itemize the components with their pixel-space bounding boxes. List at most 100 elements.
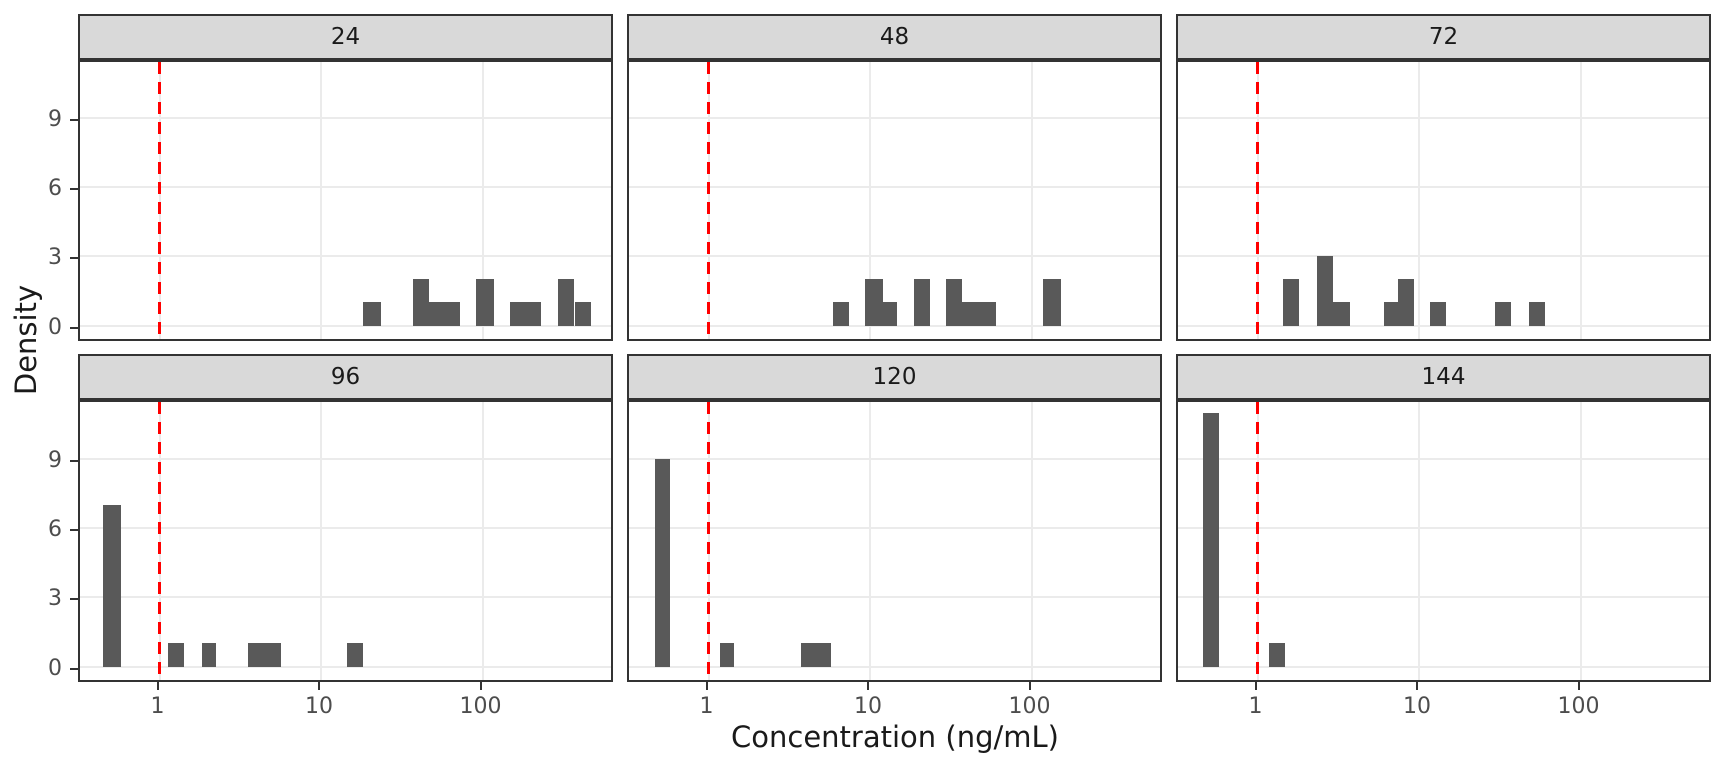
histogram-bar bbox=[913, 279, 930, 326]
histogram-bar bbox=[248, 643, 281, 667]
y-axis-tick-label: 3 bbox=[48, 586, 62, 612]
x-gridline bbox=[1579, 402, 1582, 680]
facet-panel-48 bbox=[627, 60, 1162, 341]
y-gridline bbox=[629, 596, 1160, 599]
x-axis-tick-label: 1 bbox=[699, 694, 714, 719]
histogram-bar bbox=[832, 302, 849, 326]
histogram-bar bbox=[1494, 302, 1512, 326]
y-gridline bbox=[80, 527, 611, 530]
x-gridline bbox=[1418, 62, 1420, 339]
x-gridline bbox=[481, 62, 484, 339]
facet-panel-120 bbox=[627, 400, 1162, 682]
histogram-bar bbox=[476, 279, 494, 326]
reference-line-x1 bbox=[1256, 402, 1259, 680]
y-axis-tick bbox=[70, 119, 78, 122]
facet-strip-120: 120 bbox=[627, 354, 1162, 400]
histogram-bar bbox=[1202, 412, 1219, 667]
y-axis-tick-label: 6 bbox=[48, 176, 62, 202]
histogram-bar bbox=[510, 302, 541, 326]
facet-strip-label: 96 bbox=[330, 364, 361, 390]
facet-strip-label: 24 bbox=[330, 24, 361, 50]
facet-strip-label: 144 bbox=[1421, 364, 1466, 390]
x-gridline bbox=[320, 62, 322, 339]
y-gridline bbox=[80, 596, 611, 599]
x-gridline bbox=[1030, 402, 1033, 680]
x-axis-tick-label: 100 bbox=[1557, 694, 1600, 719]
x-axis-tick-label: 10 bbox=[1403, 694, 1431, 719]
facet-strip-label: 72 bbox=[1428, 24, 1459, 50]
histogram-bar bbox=[719, 643, 735, 667]
x-gridline bbox=[1418, 402, 1420, 680]
histogram-bar bbox=[1383, 302, 1398, 326]
y-gridline bbox=[629, 665, 1160, 668]
y-gridline bbox=[1178, 186, 1709, 189]
histogram-bar bbox=[800, 643, 832, 667]
facet-strip-144: 144 bbox=[1176, 354, 1711, 400]
y-axis-tick bbox=[70, 257, 78, 260]
y-gridline bbox=[629, 458, 1160, 461]
y-gridline bbox=[1178, 324, 1709, 327]
y-gridline bbox=[629, 527, 1160, 530]
y-gridline bbox=[80, 117, 611, 120]
x-axis-tick-label: 100 bbox=[1008, 694, 1051, 719]
x-gridline bbox=[869, 62, 871, 339]
x-axis-tick-label: 1 bbox=[150, 694, 165, 719]
y-axis-tick-label: 9 bbox=[48, 448, 62, 474]
x-gridline bbox=[1579, 62, 1582, 339]
y-axis-tick bbox=[70, 188, 78, 191]
x-axis-tick bbox=[1416, 682, 1418, 690]
reference-line-x1 bbox=[707, 62, 710, 339]
x-axis-tick-label: 100 bbox=[459, 694, 502, 719]
y-axis-tick bbox=[70, 529, 78, 532]
y-gridline bbox=[1178, 665, 1709, 668]
y-gridline bbox=[80, 186, 611, 189]
x-axis-tick-label: 1 bbox=[1248, 694, 1263, 719]
y-gridline bbox=[629, 186, 1160, 189]
histogram-bar bbox=[558, 279, 575, 326]
histogram-bar bbox=[429, 302, 460, 326]
y-gridline bbox=[1178, 255, 1709, 258]
y-axis-tick bbox=[70, 460, 78, 463]
x-gridline bbox=[869, 402, 871, 680]
x-axis-tick bbox=[318, 682, 320, 690]
y-gridline bbox=[1178, 527, 1709, 530]
facet-strip-label: 48 bbox=[879, 24, 910, 50]
y-gridline bbox=[1178, 117, 1709, 120]
x-axis-tick bbox=[1577, 682, 1580, 690]
y-axis-tick-label: 6 bbox=[48, 517, 62, 543]
x-axis-tick bbox=[156, 682, 159, 690]
x-axis-tick-label: 10 bbox=[305, 694, 333, 719]
y-axis-tick bbox=[70, 667, 78, 670]
x-axis-tick-label: 10 bbox=[854, 694, 882, 719]
y-axis-tick-label: 3 bbox=[48, 245, 62, 271]
histogram-bar bbox=[574, 302, 591, 326]
y-gridline bbox=[80, 665, 611, 668]
facet-panel-72 bbox=[1176, 60, 1711, 341]
histogram-bar bbox=[413, 279, 430, 326]
x-axis-tick bbox=[1254, 682, 1257, 690]
y-gridline bbox=[1178, 458, 1709, 461]
x-axis-tick bbox=[479, 682, 482, 690]
histogram-bar bbox=[865, 279, 883, 326]
histogram-bar bbox=[1042, 279, 1061, 326]
y-gridline bbox=[629, 255, 1160, 258]
x-gridline bbox=[320, 402, 322, 680]
facet-strip-96: 96 bbox=[78, 354, 613, 400]
facet-strip-72: 72 bbox=[1176, 14, 1711, 60]
x-axis-tick bbox=[705, 682, 708, 690]
histogram-bar bbox=[945, 279, 963, 326]
y-gridline bbox=[629, 117, 1160, 120]
y-axis-tick-label: 0 bbox=[48, 314, 62, 340]
histogram-bar bbox=[201, 643, 216, 667]
y-gridline bbox=[80, 458, 611, 461]
y-gridline bbox=[1178, 596, 1709, 599]
x-axis-tick bbox=[1028, 682, 1031, 690]
histogram-bar bbox=[962, 302, 996, 326]
histogram-bar bbox=[346, 643, 363, 667]
histogram-bar bbox=[882, 302, 898, 326]
histogram-bar bbox=[103, 505, 121, 667]
histogram-bar bbox=[1268, 643, 1285, 667]
facet-strip-24: 24 bbox=[78, 14, 613, 60]
reference-line-x1 bbox=[707, 402, 710, 680]
